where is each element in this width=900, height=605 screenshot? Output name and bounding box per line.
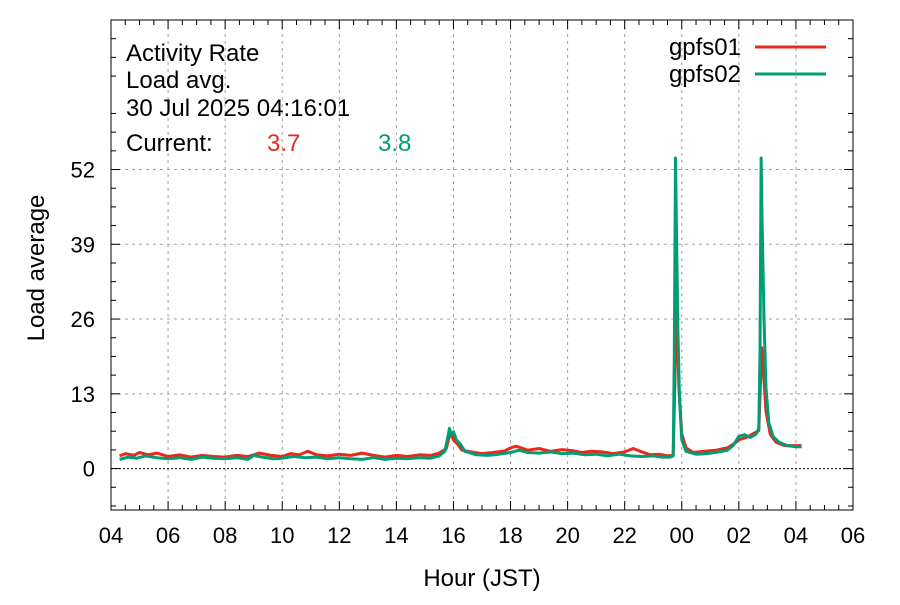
y-tick-label: 13 bbox=[71, 382, 95, 407]
y-tick-label: 39 bbox=[71, 232, 95, 257]
y-tick-label: 26 bbox=[71, 307, 95, 332]
title-line-1: Activity Rate bbox=[126, 40, 259, 67]
x-tick-label: 20 bbox=[555, 523, 579, 548]
x-tick-label: 04 bbox=[784, 523, 808, 548]
current-value-gpfs02: 3.8 bbox=[378, 130, 411, 157]
x-tick-label: 02 bbox=[727, 523, 751, 548]
y-axis-label: Load average bbox=[23, 195, 50, 342]
current-value-gpfs01: 3.7 bbox=[267, 130, 300, 157]
x-tick-label: 14 bbox=[384, 523, 408, 548]
x-tick-label: 00 bbox=[670, 523, 694, 548]
x-tick-label: 06 bbox=[841, 523, 865, 548]
x-tick-label: 22 bbox=[612, 523, 636, 548]
title-block: Activity Rate Load avg. 30 Jul 2025 04:1… bbox=[126, 40, 411, 157]
tick-marks bbox=[110, 20, 854, 510]
series-line-gpfs02 bbox=[119, 156, 802, 461]
x-axis-label: Hour (JST) bbox=[423, 565, 540, 592]
x-tick-label: 04 bbox=[99, 523, 123, 548]
title-line-2: Load avg. bbox=[126, 67, 231, 94]
grid-lines bbox=[111, 20, 853, 510]
x-tick-label: 08 bbox=[213, 523, 237, 548]
x-tick-label: 16 bbox=[441, 523, 465, 548]
x-tick-label: 12 bbox=[327, 523, 351, 548]
legend-label-gpfs01: gpfs01 bbox=[669, 34, 741, 61]
x-tick-label: 18 bbox=[498, 523, 522, 548]
legend: gpfs01 gpfs02 bbox=[669, 34, 826, 88]
legend-label-gpfs02: gpfs02 bbox=[669, 61, 741, 88]
current-label: Current: bbox=[126, 130, 213, 157]
y-tick-label: 52 bbox=[71, 158, 95, 183]
y-tick-label: 0 bbox=[83, 457, 95, 482]
series-layer bbox=[119, 156, 802, 461]
series-line-gpfs01 bbox=[119, 271, 802, 459]
tick-labels: 04 06 08 10 12 14 16 18 20 22 00 02 04 06 0 13 26 39 52 bbox=[71, 158, 866, 548]
x-tick-label: 06 bbox=[156, 523, 180, 548]
x-tick-label: 10 bbox=[270, 523, 294, 548]
title-line-3: 30 Jul 2025 04:16:01 bbox=[126, 95, 350, 122]
